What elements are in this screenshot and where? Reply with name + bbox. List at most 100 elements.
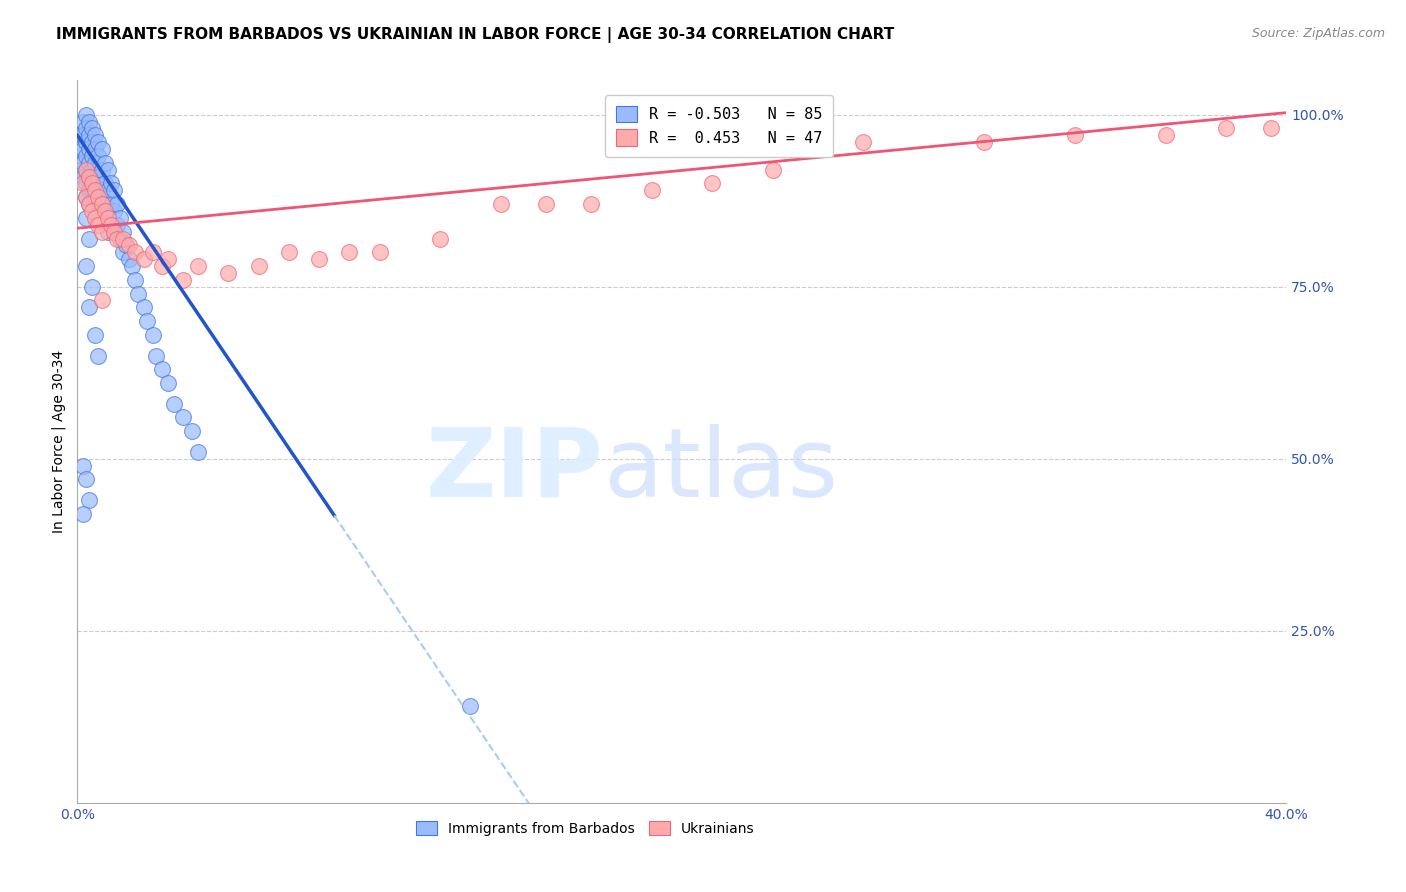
Point bbox=[105, 218, 128, 232]
Point bbox=[82, 149, 104, 163]
Point bbox=[75, 211, 97, 225]
Point bbox=[127, 286, 149, 301]
Point bbox=[111, 231, 134, 245]
Point bbox=[100, 197, 122, 211]
Point bbox=[368, 245, 391, 260]
Point bbox=[84, 128, 107, 143]
Point bbox=[79, 169, 101, 184]
Point bbox=[172, 410, 194, 425]
Point bbox=[973, 135, 995, 149]
Point bbox=[79, 114, 101, 128]
Point bbox=[72, 142, 94, 156]
Point bbox=[75, 190, 97, 204]
Y-axis label: In Labor Force | Age 30-34: In Labor Force | Age 30-34 bbox=[52, 350, 66, 533]
Point bbox=[163, 397, 186, 411]
Point bbox=[72, 458, 94, 473]
Point bbox=[157, 252, 180, 267]
Point bbox=[93, 177, 115, 191]
Point bbox=[84, 183, 107, 197]
Point bbox=[157, 376, 180, 390]
Point bbox=[79, 142, 101, 156]
Point bbox=[69, 162, 91, 177]
Point bbox=[87, 183, 110, 197]
Point bbox=[337, 245, 360, 260]
Point bbox=[72, 114, 94, 128]
Point bbox=[111, 245, 134, 260]
Text: ZIP: ZIP bbox=[426, 424, 603, 517]
Text: IMMIGRANTS FROM BARBADOS VS UKRAINIAN IN LABOR FORCE | AGE 30-34 CORRELATION CHA: IMMIGRANTS FROM BARBADOS VS UKRAINIAN IN… bbox=[56, 27, 894, 43]
Point bbox=[1260, 121, 1282, 136]
Legend: Immigrants from Barbados, Ukrainians: Immigrants from Barbados, Ukrainians bbox=[409, 814, 761, 843]
Point bbox=[118, 252, 141, 267]
Point bbox=[75, 190, 97, 204]
Point bbox=[82, 177, 104, 191]
Point bbox=[187, 259, 209, 273]
Point bbox=[72, 169, 94, 184]
Point bbox=[90, 183, 112, 197]
Point bbox=[93, 204, 115, 219]
Point bbox=[84, 190, 107, 204]
Point bbox=[108, 231, 131, 245]
Point bbox=[79, 493, 101, 508]
Point bbox=[278, 245, 301, 260]
Point bbox=[762, 162, 785, 177]
Point bbox=[105, 197, 128, 211]
Point bbox=[79, 301, 101, 315]
Point bbox=[429, 231, 451, 245]
Point bbox=[90, 225, 112, 239]
Point bbox=[84, 211, 107, 225]
Point bbox=[72, 156, 94, 170]
Point bbox=[534, 197, 557, 211]
Point bbox=[641, 183, 664, 197]
Point bbox=[75, 149, 97, 163]
Point bbox=[79, 231, 101, 245]
Point bbox=[87, 218, 110, 232]
Point bbox=[84, 327, 107, 342]
Point bbox=[72, 128, 94, 143]
Point bbox=[702, 177, 724, 191]
Point bbox=[1154, 128, 1177, 143]
Point bbox=[103, 183, 125, 197]
Point bbox=[124, 245, 146, 260]
Point bbox=[114, 238, 136, 252]
Point bbox=[87, 149, 110, 163]
Point bbox=[90, 142, 112, 156]
Point bbox=[308, 252, 330, 267]
Point bbox=[132, 252, 155, 267]
Point bbox=[103, 204, 125, 219]
Point bbox=[84, 142, 107, 156]
Point bbox=[72, 507, 94, 521]
Point bbox=[69, 128, 91, 143]
Point bbox=[84, 169, 107, 184]
Point bbox=[172, 273, 194, 287]
Point bbox=[181, 424, 204, 438]
Point bbox=[124, 273, 146, 287]
Point bbox=[75, 259, 97, 273]
Point bbox=[90, 197, 112, 211]
Point bbox=[79, 197, 101, 211]
Point bbox=[121, 259, 143, 273]
Point bbox=[79, 197, 101, 211]
Point bbox=[150, 259, 173, 273]
Point bbox=[82, 204, 104, 219]
Point bbox=[150, 362, 173, 376]
Point bbox=[218, 266, 240, 280]
Point bbox=[75, 121, 97, 136]
Point bbox=[96, 204, 118, 219]
Point bbox=[82, 121, 104, 136]
Point bbox=[82, 162, 104, 177]
Point bbox=[142, 327, 165, 342]
Point bbox=[96, 183, 118, 197]
Point bbox=[75, 108, 97, 122]
Point bbox=[69, 142, 91, 156]
Point bbox=[90, 162, 112, 177]
Point bbox=[84, 156, 107, 170]
Point bbox=[79, 128, 101, 143]
Point bbox=[108, 211, 131, 225]
Point bbox=[142, 245, 165, 260]
Point bbox=[187, 445, 209, 459]
Point bbox=[93, 197, 115, 211]
Point bbox=[145, 349, 167, 363]
Point bbox=[75, 162, 97, 177]
Point bbox=[489, 197, 512, 211]
